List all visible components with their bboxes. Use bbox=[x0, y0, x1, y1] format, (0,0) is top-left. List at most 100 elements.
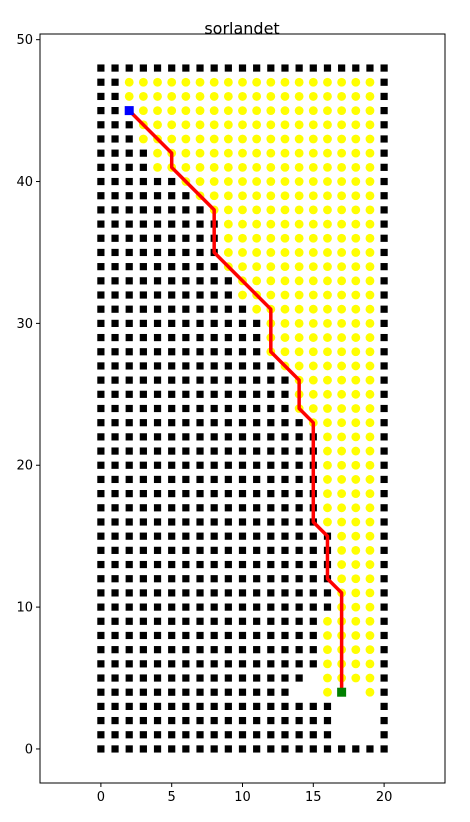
wall-cell bbox=[267, 560, 275, 569]
wall-cell bbox=[125, 546, 133, 554]
wall-cell bbox=[210, 745, 218, 753]
wall-cell bbox=[125, 220, 133, 228]
open-cell bbox=[138, 77, 148, 87]
wall-cell bbox=[210, 404, 218, 413]
wall-cell bbox=[97, 121, 105, 129]
wall-cell bbox=[295, 731, 303, 739]
open-cell bbox=[209, 106, 219, 115]
wall-cell bbox=[168, 589, 176, 597]
open-cell bbox=[294, 92, 304, 101]
open-cell bbox=[337, 432, 347, 442]
open-cell bbox=[195, 134, 205, 144]
wall-cell bbox=[238, 461, 247, 469]
open-cell bbox=[351, 92, 361, 101]
open-cell bbox=[252, 106, 262, 115]
wall-cell bbox=[267, 603, 275, 611]
open-cell bbox=[323, 134, 332, 144]
wall-cell bbox=[111, 234, 119, 242]
open-cell bbox=[365, 361, 375, 371]
wall-cell bbox=[281, 631, 289, 640]
wall-cell bbox=[182, 376, 190, 384]
wall-cell bbox=[168, 305, 176, 313]
wall-cell bbox=[224, 461, 232, 469]
open-cell bbox=[365, 205, 375, 215]
wall-cell bbox=[238, 745, 247, 753]
wall-cell bbox=[125, 631, 133, 640]
wall-cell bbox=[295, 64, 303, 72]
open-cell bbox=[337, 177, 347, 186]
open-cell bbox=[266, 148, 276, 158]
open-cell bbox=[138, 134, 148, 144]
wall-cell bbox=[210, 688, 218, 696]
wall-cell bbox=[238, 433, 247, 441]
chart-title: sorlandet bbox=[204, 19, 279, 38]
wall-cell bbox=[309, 646, 317, 654]
open-cell bbox=[351, 134, 361, 144]
wall-cell bbox=[253, 560, 261, 569]
wall-cell bbox=[168, 674, 176, 682]
wall-cell bbox=[253, 490, 261, 498]
wall-cell bbox=[210, 263, 218, 271]
wall-cell bbox=[253, 575, 261, 583]
open-cell bbox=[351, 233, 361, 243]
open-cell bbox=[323, 262, 332, 272]
wall-cell bbox=[210, 390, 218, 398]
wall-cell bbox=[210, 603, 218, 611]
open-cell bbox=[294, 77, 304, 87]
wall-cell bbox=[380, 248, 388, 257]
wall-cell bbox=[139, 362, 147, 370]
wall-cell bbox=[97, 560, 105, 569]
wall-cell bbox=[97, 234, 105, 242]
wall-cell bbox=[111, 121, 119, 129]
wall-cell bbox=[111, 220, 119, 228]
open-cell bbox=[351, 503, 361, 513]
open-cell bbox=[238, 248, 247, 257]
open-cell bbox=[323, 120, 332, 130]
wall-cell bbox=[125, 234, 133, 242]
wall-cell bbox=[125, 319, 133, 327]
open-cell bbox=[351, 191, 361, 201]
wall-cell bbox=[139, 419, 147, 427]
wall-cell bbox=[380, 702, 388, 710]
wall-cell bbox=[238, 390, 247, 398]
open-cell bbox=[209, 177, 219, 186]
wall-cell bbox=[139, 234, 147, 242]
wall-cell bbox=[182, 745, 190, 753]
wall-cell bbox=[238, 333, 247, 342]
wall-cell bbox=[97, 745, 105, 753]
open-cell bbox=[280, 106, 290, 115]
open-cell bbox=[337, 389, 347, 399]
wall-cell bbox=[182, 390, 190, 398]
wall-cell bbox=[182, 532, 190, 540]
wall-cell bbox=[168, 234, 176, 242]
open-cell bbox=[294, 248, 304, 257]
open-cell bbox=[238, 233, 247, 243]
open-cell bbox=[351, 588, 361, 598]
open-cell bbox=[351, 375, 361, 385]
wall-cell bbox=[281, 475, 289, 484]
open-cell bbox=[323, 248, 332, 257]
wall-cell bbox=[196, 603, 204, 611]
open-cell bbox=[195, 106, 205, 115]
wall-cell bbox=[380, 149, 388, 157]
wall-cell bbox=[182, 560, 190, 569]
wall-cell bbox=[224, 589, 232, 597]
wall-cell bbox=[153, 731, 162, 739]
wall-cell bbox=[210, 617, 218, 625]
open-cell bbox=[223, 92, 233, 101]
wall-cell bbox=[111, 433, 119, 441]
open-cell bbox=[266, 77, 276, 87]
wall-cell bbox=[168, 560, 176, 569]
y-tick-label: 50 bbox=[16, 33, 33, 48]
open-cell bbox=[351, 460, 361, 470]
open-cell bbox=[351, 631, 361, 640]
wall-cell bbox=[153, 660, 162, 668]
wall-cell bbox=[380, 362, 388, 370]
wall-cell bbox=[238, 64, 247, 72]
wall-cell bbox=[168, 348, 176, 356]
wall-cell bbox=[253, 716, 261, 725]
open-cell bbox=[351, 205, 361, 215]
wall-cell bbox=[139, 319, 147, 327]
open-cell bbox=[351, 673, 361, 683]
